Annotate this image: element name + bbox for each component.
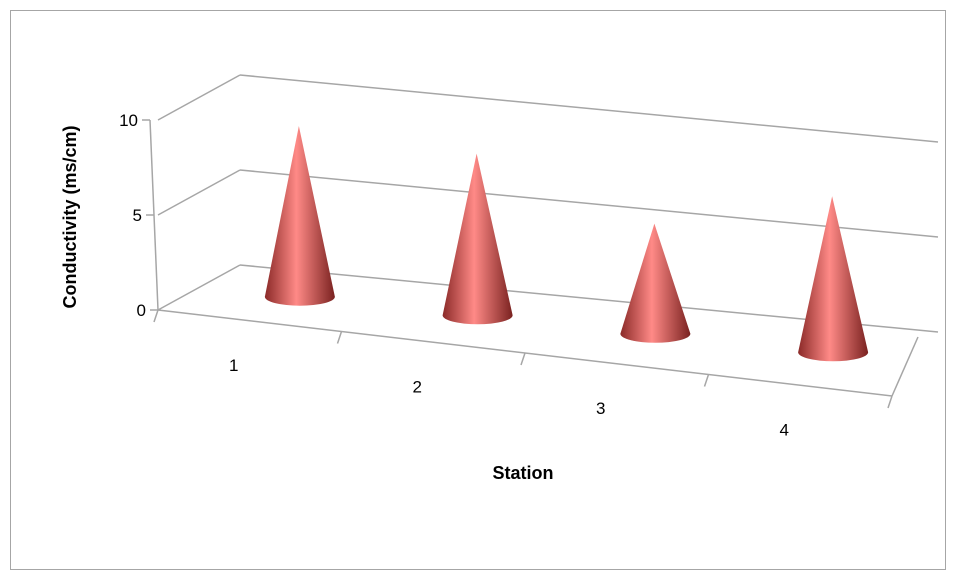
cone-body bbox=[620, 223, 691, 343]
back-wall-gridline bbox=[239, 169, 939, 238]
x-tick-mark bbox=[153, 309, 159, 323]
cone-body bbox=[264, 126, 335, 306]
cone-bar-2[interactable] bbox=[442, 153, 513, 325]
x-tick-label: 3 bbox=[596, 399, 605, 418]
floor-right-edge bbox=[891, 336, 919, 397]
y-tick-label: 5 bbox=[133, 206, 142, 225]
y-tick-label: 0 bbox=[137, 301, 146, 320]
x-tick-label: 2 bbox=[413, 377, 422, 396]
x-axis-title: Station bbox=[493, 463, 554, 483]
x-tick-label: 4 bbox=[780, 420, 789, 439]
y-axis-title: Conductivity (ms/cm) bbox=[60, 125, 80, 308]
cone-bar-3[interactable] bbox=[620, 223, 691, 343]
x-tick-mark bbox=[887, 395, 893, 409]
back-wall-gridline bbox=[239, 74, 939, 143]
y-tick-label: 10 bbox=[119, 111, 138, 130]
cone-body bbox=[442, 153, 513, 325]
x-tick-mark bbox=[520, 352, 526, 366]
x-tick-label: 1 bbox=[229, 356, 238, 375]
left-wall-gridline bbox=[157, 169, 241, 216]
x-tick-mark bbox=[336, 331, 343, 344]
cone-body bbox=[798, 196, 869, 362]
left-wall-gridline bbox=[157, 264, 241, 311]
cone-bar-1[interactable] bbox=[264, 126, 335, 306]
x-tick-mark bbox=[703, 374, 710, 387]
cone-bar-4[interactable] bbox=[798, 196, 869, 362]
left-wall-gridline bbox=[157, 74, 241, 121]
